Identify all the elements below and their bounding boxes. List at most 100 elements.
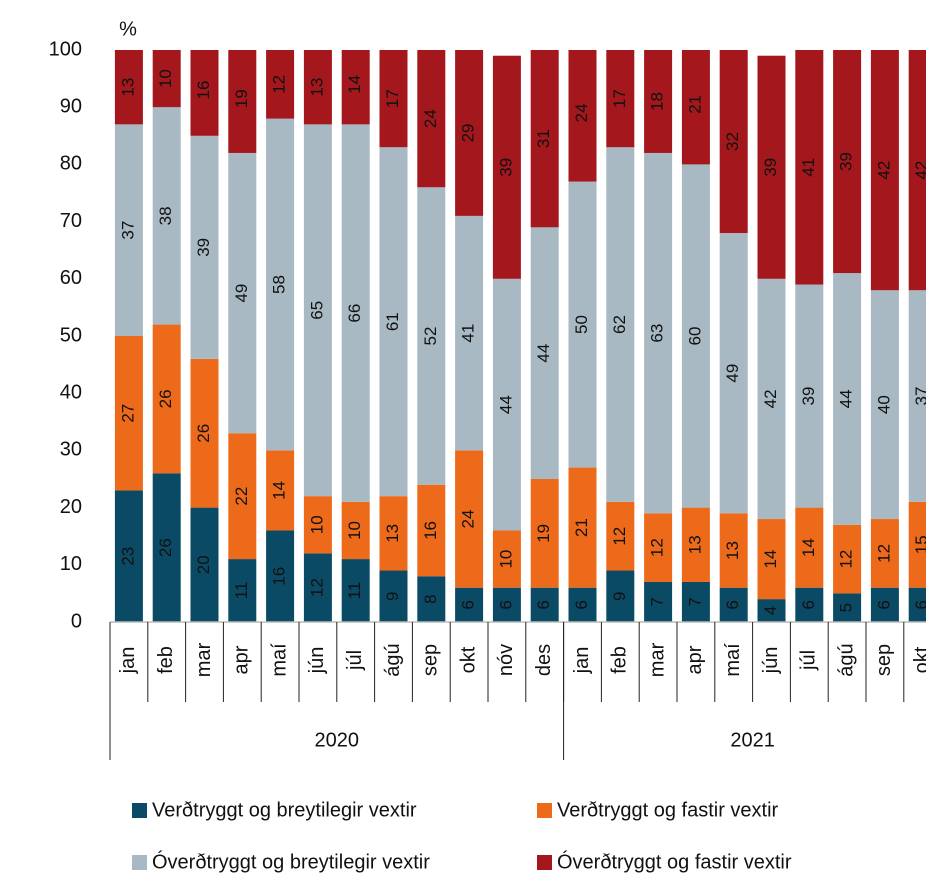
- data-label: 12: [307, 578, 326, 597]
- data-label: 9: [383, 592, 402, 601]
- x-tick-label: jan: [117, 647, 139, 675]
- data-label: 10: [345, 521, 364, 540]
- bar-segment: [833, 50, 862, 274]
- bar-segment: [266, 530, 295, 622]
- data-label: 44: [496, 395, 515, 414]
- bar-segment: [568, 587, 597, 622]
- data-label: 11: [345, 582, 364, 600]
- data-label: 38: [156, 206, 175, 225]
- bar-segment: [644, 581, 673, 622]
- bar-segment: [606, 501, 635, 571]
- data-label: 6: [874, 600, 893, 609]
- bar-segment: [417, 50, 446, 188]
- bar-segment: [606, 570, 635, 622]
- data-label: 13: [383, 524, 402, 543]
- legend-swatch: [132, 803, 147, 818]
- bar-segment: [341, 124, 370, 502]
- data-label: 39: [837, 152, 856, 171]
- data-label: 12: [610, 527, 629, 546]
- bar-segment: [341, 50, 370, 125]
- x-tick-label: jan: [571, 647, 593, 675]
- bar-segment: [190, 358, 219, 508]
- bar-segment: [757, 599, 786, 622]
- bar-segment: [757, 519, 786, 600]
- x-tick-label: des: [533, 644, 555, 676]
- bar-segment: [492, 530, 521, 588]
- bar-segment: [530, 479, 559, 588]
- y-tick-label: 60: [60, 267, 82, 289]
- data-label: 32: [723, 132, 742, 151]
- data-label: 49: [723, 364, 742, 383]
- x-tick-label: apr: [231, 645, 253, 674]
- bar-segment: [644, 152, 673, 514]
- x-tick-label: júl: [344, 650, 366, 671]
- x-tick-label: okt: [911, 646, 926, 673]
- data-label: 7: [685, 597, 704, 606]
- bar-segment: [114, 336, 143, 491]
- x-tick-label: nóv: [495, 644, 517, 676]
- data-label: 17: [610, 89, 629, 108]
- data-label: 6: [459, 600, 478, 609]
- data-label: 19: [232, 89, 251, 108]
- y-tick-label: 80: [60, 153, 82, 175]
- x-tick-label: ágú: [382, 643, 404, 676]
- y-tick-label: 0: [71, 610, 82, 632]
- data-label: 63: [648, 324, 667, 343]
- data-label: 39: [799, 387, 818, 406]
- bar-segment: [568, 181, 597, 468]
- data-label: 58: [270, 275, 289, 294]
- data-label: 26: [156, 389, 175, 408]
- legend-label: Verðtryggt og breytilegir vextir: [152, 799, 417, 821]
- legend-swatch: [537, 855, 552, 870]
- bar-segment: [114, 124, 143, 336]
- bar-segment: [795, 284, 824, 508]
- bar-segment: [908, 50, 926, 291]
- x-tick-label: feb: [155, 646, 177, 674]
- data-label: 6: [799, 600, 818, 609]
- x-tick-label: okt: [457, 646, 479, 673]
- data-label: 6: [912, 600, 926, 609]
- bar-segment: [152, 107, 181, 325]
- plot-area: 2327371326263810202639161122491916145812…: [114, 50, 926, 622]
- data-label: 10: [496, 550, 515, 569]
- bar-segment: [303, 124, 332, 497]
- data-label: 24: [459, 510, 478, 529]
- bar-segment: [266, 50, 295, 119]
- data-label: 4: [761, 606, 780, 615]
- bar-segment: [417, 187, 446, 485]
- data-label: 42: [761, 389, 780, 408]
- group-label: 2020: [315, 729, 360, 751]
- bar-segment: [455, 450, 484, 588]
- bar-segment: [795, 50, 824, 285]
- bar-segment: [644, 50, 673, 153]
- data-label: 21: [685, 95, 704, 114]
- data-label: 13: [118, 78, 137, 97]
- data-label: 23: [118, 547, 137, 566]
- data-label: 19: [534, 524, 553, 543]
- x-tick-label: sep: [873, 644, 895, 676]
- bar-segment: [568, 50, 597, 182]
- y-tick-label: 30: [60, 439, 82, 461]
- data-label: 41: [799, 158, 818, 177]
- bar-segment: [114, 50, 143, 125]
- bar-segment: [492, 278, 521, 531]
- bar-segment: [379, 496, 408, 571]
- bar-segment: [757, 278, 786, 520]
- y-tick-label: 40: [60, 381, 82, 403]
- data-label: 31: [534, 129, 553, 148]
- x-tick-label: jún: [306, 647, 328, 675]
- data-label: 39: [496, 158, 515, 177]
- bar-segment: [833, 273, 862, 525]
- data-label: 40: [874, 395, 893, 414]
- bar-segment: [379, 50, 408, 148]
- data-label: 12: [270, 75, 289, 94]
- data-label: 14: [799, 538, 818, 557]
- bar-segment: [681, 50, 710, 165]
- bar-segment: [870, 587, 899, 622]
- bar-segment: [303, 496, 332, 554]
- data-label: 42: [912, 161, 926, 180]
- x-tick-label: apr: [684, 645, 706, 674]
- data-label: 5: [837, 603, 856, 612]
- x-tick-label: jún: [760, 647, 782, 675]
